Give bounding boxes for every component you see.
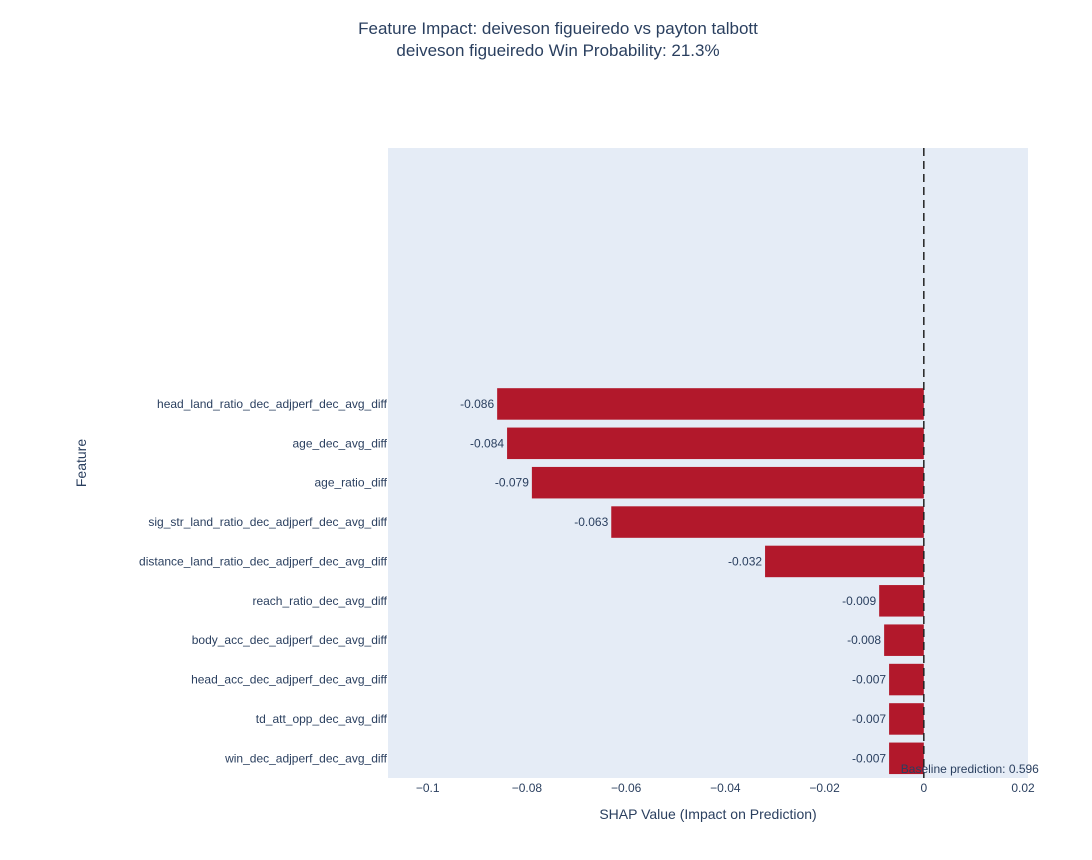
- chart-title: Feature Impact: deiveson figueiredo vs p…: [358, 19, 758, 38]
- x-tick-label: −0.06: [611, 781, 642, 795]
- x-tick-label: −0.02: [809, 781, 840, 795]
- bar-value-label: -0.007: [852, 712, 886, 726]
- bar-value-label: -0.084: [470, 436, 504, 450]
- bar-head_acc_dec_adjperf_dec_avg_diff: [889, 663, 924, 696]
- y-axis-title: Feature: [73, 439, 89, 487]
- bars-layer: [497, 388, 924, 775]
- bar-value-label: -0.086: [460, 397, 494, 411]
- bar-value-label: -0.008: [847, 633, 881, 647]
- x-axis-tick-labels: −0.1 −0.08 −0.06 −0.04 −0.02 0 0.02: [416, 781, 1035, 795]
- y-tick-label: body_acc_dec_adjperf_dec_avg_diff: [192, 633, 388, 647]
- bar-labels-layer: -0.086 -0.084 -0.079 -0.063 -0.032 -0.009 -0.0…: [460, 397, 886, 765]
- bar-head_land_ratio_dec_adjperf_dec_avg_diff: [497, 388, 924, 420]
- y-tick-label: head_acc_dec_adjperf_dec_avg_diff: [191, 673, 388, 687]
- y-tick-label: age_ratio_diff: [314, 476, 387, 490]
- x-axis-title: SHAP Value (Impact on Prediction): [599, 806, 816, 822]
- x-tick-label: 0: [920, 781, 927, 795]
- bar-value-label: -0.063: [574, 515, 608, 529]
- y-tick-label: td_att_opp_dec_avg_diff: [256, 712, 388, 726]
- y-tick-label: distance_land_ratio_dec_adjperf_dec_avg_…: [139, 554, 388, 568]
- x-tick-label: 0.02: [1011, 781, 1035, 795]
- y-tick-label: age_dec_avg_diff: [292, 436, 387, 450]
- bar-age_dec_avg_diff: [507, 427, 924, 460]
- bar-td_att_opp_dec_avg_diff: [889, 703, 924, 735]
- baseline-annotation: Baseline prediction: 0.596: [901, 762, 1039, 776]
- bar-value-label: -0.009: [842, 594, 876, 608]
- y-tick-label: win_dec_adjperf_dec_avg_diff: [224, 751, 388, 765]
- bar-value-label: -0.007: [852, 673, 886, 687]
- y-tick-label: sig_str_land_ratio_dec_adjperf_dec_avg_d…: [148, 515, 387, 529]
- bar-value-label: -0.007: [852, 751, 886, 765]
- bar-age_ratio_diff: [531, 466, 924, 499]
- x-tick-label: −0.1: [416, 781, 440, 795]
- plot-area: [388, 148, 1028, 778]
- y-axis-category-labels: head_land_ratio_dec_adjperf_dec_avg_diff…: [139, 397, 388, 765]
- x-tick-label: −0.04: [710, 781, 741, 795]
- bar-body_acc_dec_adjperf_dec_avg_diff: [884, 624, 924, 656]
- bar-value-label: -0.032: [728, 554, 762, 568]
- y-tick-label: reach_ratio_dec_avg_diff: [252, 594, 387, 608]
- bar-sig_str_land_ratio_dec_adjperf_dec_avg_diff: [611, 506, 924, 538]
- chart-subtitle: deiveson figueiredo Win Probability: 21.…: [396, 41, 719, 60]
- bar-reach_ratio_dec_avg_diff: [879, 585, 924, 617]
- y-tick-label: head_land_ratio_dec_adjperf_dec_avg_diff: [157, 397, 388, 411]
- bar-value-label: -0.079: [495, 476, 529, 490]
- x-tick-label: −0.08: [512, 781, 543, 795]
- bar-win_dec_adjperf_dec_avg_diff: [889, 742, 924, 775]
- bar-distance_land_ratio_dec_adjperf_dec_avg_diff: [765, 545, 924, 578]
